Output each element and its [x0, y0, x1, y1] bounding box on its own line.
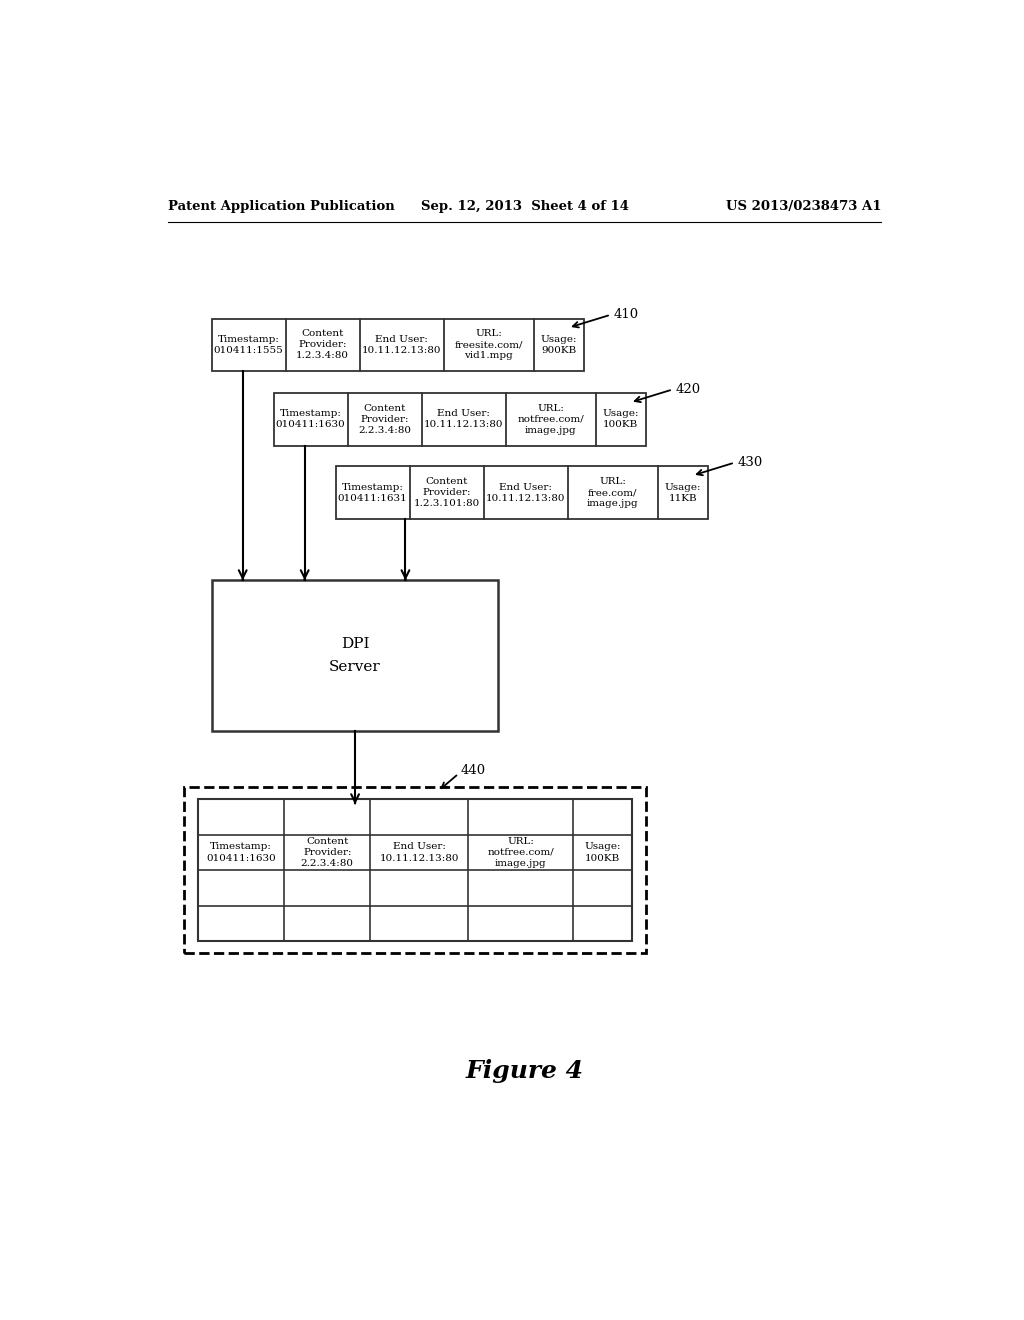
Text: End User:
10.11.12.13:80: End User: 10.11.12.13:80 [380, 842, 459, 862]
Text: Usage:
100KB: Usage: 100KB [585, 842, 621, 862]
Bar [273, 393, 646, 446]
Bar [336, 466, 708, 519]
Text: URL:
freesite.com/
vid1.mpg: URL: freesite.com/ vid1.mpg [455, 329, 523, 360]
Text: Sep. 12, 2013  Sheet 4 of 14: Sep. 12, 2013 Sheet 4 of 14 [421, 199, 629, 213]
Bar [212, 318, 584, 371]
Text: US 2013/0238473 A1: US 2013/0238473 A1 [726, 199, 882, 213]
Text: Timestamp:
010411:1631: Timestamp: 010411:1631 [338, 483, 408, 503]
Text: Usage:
900KB: Usage: 900KB [541, 335, 577, 355]
Text: DPI
Server: DPI Server [329, 638, 381, 673]
Bar [183, 788, 646, 953]
Text: Content
Provider:
1.2.3.101:80: Content Provider: 1.2.3.101:80 [414, 477, 480, 508]
Text: Content
Provider:
1.2.3.4:80: Content Provider: 1.2.3.4:80 [296, 329, 349, 360]
Text: End User:
10.11.12.13:80: End User: 10.11.12.13:80 [424, 409, 504, 429]
Text: URL:
notfree.com/
image.jpg: URL: notfree.com/ image.jpg [517, 404, 584, 436]
Text: Content
Provider:
2.2.3.4:80: Content Provider: 2.2.3.4:80 [358, 404, 412, 436]
Text: Timestamp:
010411:1630: Timestamp: 010411:1630 [275, 409, 345, 429]
Text: 420: 420 [675, 383, 700, 396]
Text: End User:
10.11.12.13:80: End User: 10.11.12.13:80 [361, 335, 441, 355]
Text: Patent Application Publication: Patent Application Publication [168, 199, 395, 213]
Text: Figure 4: Figure 4 [466, 1059, 584, 1082]
Text: Timestamp:
010411:1555: Timestamp: 010411:1555 [214, 335, 284, 355]
Text: URL:
notfree.com/
image.jpg: URL: notfree.com/ image.jpg [487, 837, 554, 869]
Bar [198, 799, 632, 941]
Text: URL:
free.com/
image.jpg: URL: free.com/ image.jpg [587, 477, 639, 508]
Text: Usage:
11KB: Usage: 11KB [665, 483, 701, 503]
Text: 440: 440 [461, 764, 486, 777]
Text: 410: 410 [613, 308, 638, 321]
Bar [212, 581, 499, 730]
Text: 430: 430 [737, 455, 763, 469]
Text: Content
Provider:
2.2.3.4:80: Content Provider: 2.2.3.4:80 [301, 837, 353, 869]
Text: Timestamp:
010411:1630: Timestamp: 010411:1630 [206, 842, 275, 862]
Text: End User:
10.11.12.13:80: End User: 10.11.12.13:80 [486, 483, 565, 503]
Text: Usage:
100KB: Usage: 100KB [602, 409, 639, 429]
